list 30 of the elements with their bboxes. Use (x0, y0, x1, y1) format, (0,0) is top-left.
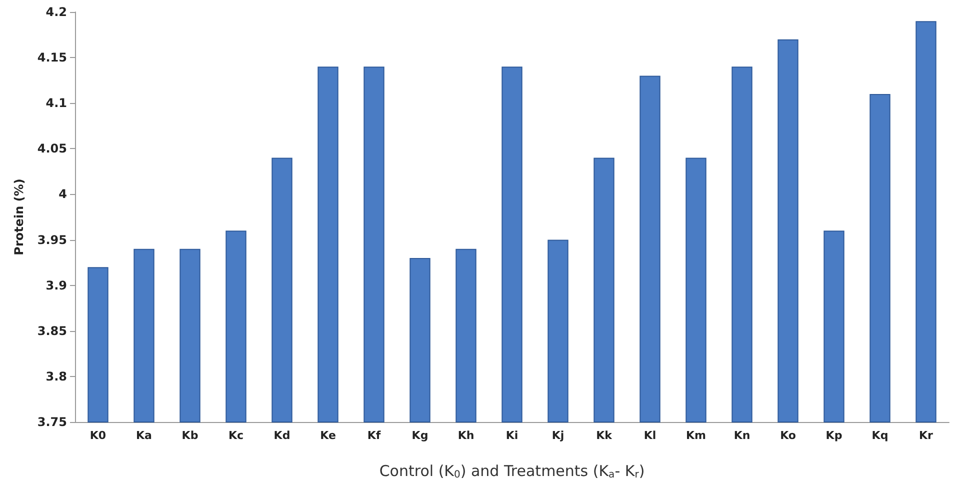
x-tick-label: Kn (734, 429, 750, 442)
y-tick-label: 3.95 (37, 232, 67, 247)
y-tick-label: 3.75 (37, 415, 67, 429)
x-tick-label: Kd (274, 429, 290, 442)
y-tick-label: 4.1 (46, 96, 67, 110)
x-tick-label: Kf (367, 429, 381, 442)
x-tick-label: Kj (552, 429, 564, 442)
y-tick-label: 3.9 (46, 278, 67, 292)
y-tick-label: 3.8 (46, 369, 67, 384)
x-tick-label: Ki (506, 429, 518, 442)
x-tick-label: Ke (320, 429, 336, 442)
x-tick-label: Kp (826, 429, 842, 442)
x-tick-label: Ka (136, 429, 152, 442)
y-tick-label: 4.05 (37, 142, 67, 156)
x-tick-label: K0 (90, 429, 106, 442)
x-tick-label: Kr (919, 429, 934, 442)
x-tick-label: Ko (780, 429, 796, 442)
x-tick-label: Kk (596, 429, 613, 442)
x-tick-label: Kb (182, 429, 198, 442)
x-tick-label: Km (686, 429, 706, 442)
y-tick-label: 3.85 (37, 324, 67, 338)
x-tick-label: Kq (872, 429, 888, 442)
y-tick-label: 4.2 (46, 5, 67, 19)
x-tick-label: Kh (458, 429, 474, 442)
x-tick-label: Kc (228, 429, 244, 442)
x-tick-label: Kg (412, 429, 428, 442)
x-tick-label: Kl (644, 429, 656, 442)
y-axis-title: Protein (%) (12, 178, 26, 256)
y-tick-label: 4.15 (37, 50, 67, 65)
y-tick-label: 4 (58, 187, 67, 202)
